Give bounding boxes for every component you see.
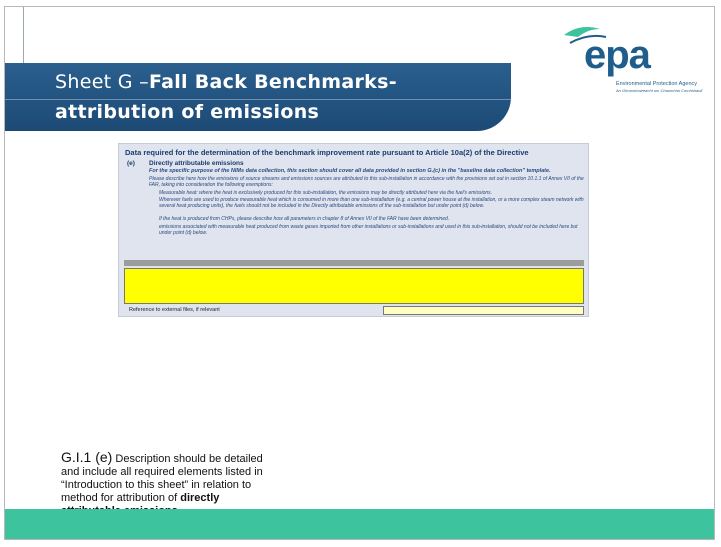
footer-bar (5, 509, 714, 539)
body-span: Description should be detailed and inclu… (61, 453, 263, 504)
body-text: G.I.1 (e) Description should be detailed… (61, 449, 281, 518)
input-box (383, 306, 584, 315)
spreadsheet: Data required for the determination of t… (118, 143, 589, 317)
title-prefix: Sheet G – (55, 71, 149, 93)
sheet-text: emissions associated with measurable hea… (159, 224, 578, 236)
band-line (5, 99, 511, 100)
sheet-text: If the heat is produced from CHPs, pleas… (159, 216, 450, 222)
slide: Sheet G –Fall Back Benchmarks- attributi… (4, 6, 715, 540)
sheet-bar (124, 260, 584, 266)
logo-line: An Ghníomhaireacht um Chaomhnú Comhshaoi… (616, 88, 703, 93)
sheet-notice: For the specific purpose of the NIMs dat… (149, 168, 551, 174)
sheet-text: Wherever fuels are used to produce measu… (159, 197, 584, 209)
logo-swoosh (564, 27, 607, 44)
sheet-text: Please describe here how the emissions o… (149, 176, 584, 188)
sheet-item-title: Directly attributable emissions (149, 160, 244, 167)
title-bold: Fall Back Benchmarks- (148, 71, 397, 93)
logo-line: Environmental Protection Agency (616, 81, 698, 87)
title-band (5, 63, 511, 131)
decor-line (23, 7, 24, 67)
sheet-item: (e) (127, 160, 135, 167)
input-box (124, 268, 584, 304)
sheet-reference: Reference to external files, if relevant (129, 307, 220, 313)
title: Sheet G –Fall Back Benchmarks- attributi… (55, 67, 397, 127)
sheet-heading: Data required for the determination of t… (125, 148, 529, 157)
sheet-text: Measurable heat: where the heat is exclu… (159, 190, 493, 196)
logo-name: epa (584, 33, 651, 77)
body-code: G.I.1 (e) (61, 449, 113, 465)
logo: epa Environmental Protection Agency An G… (560, 21, 710, 101)
title-bold: attribution of emissions (55, 101, 320, 123)
